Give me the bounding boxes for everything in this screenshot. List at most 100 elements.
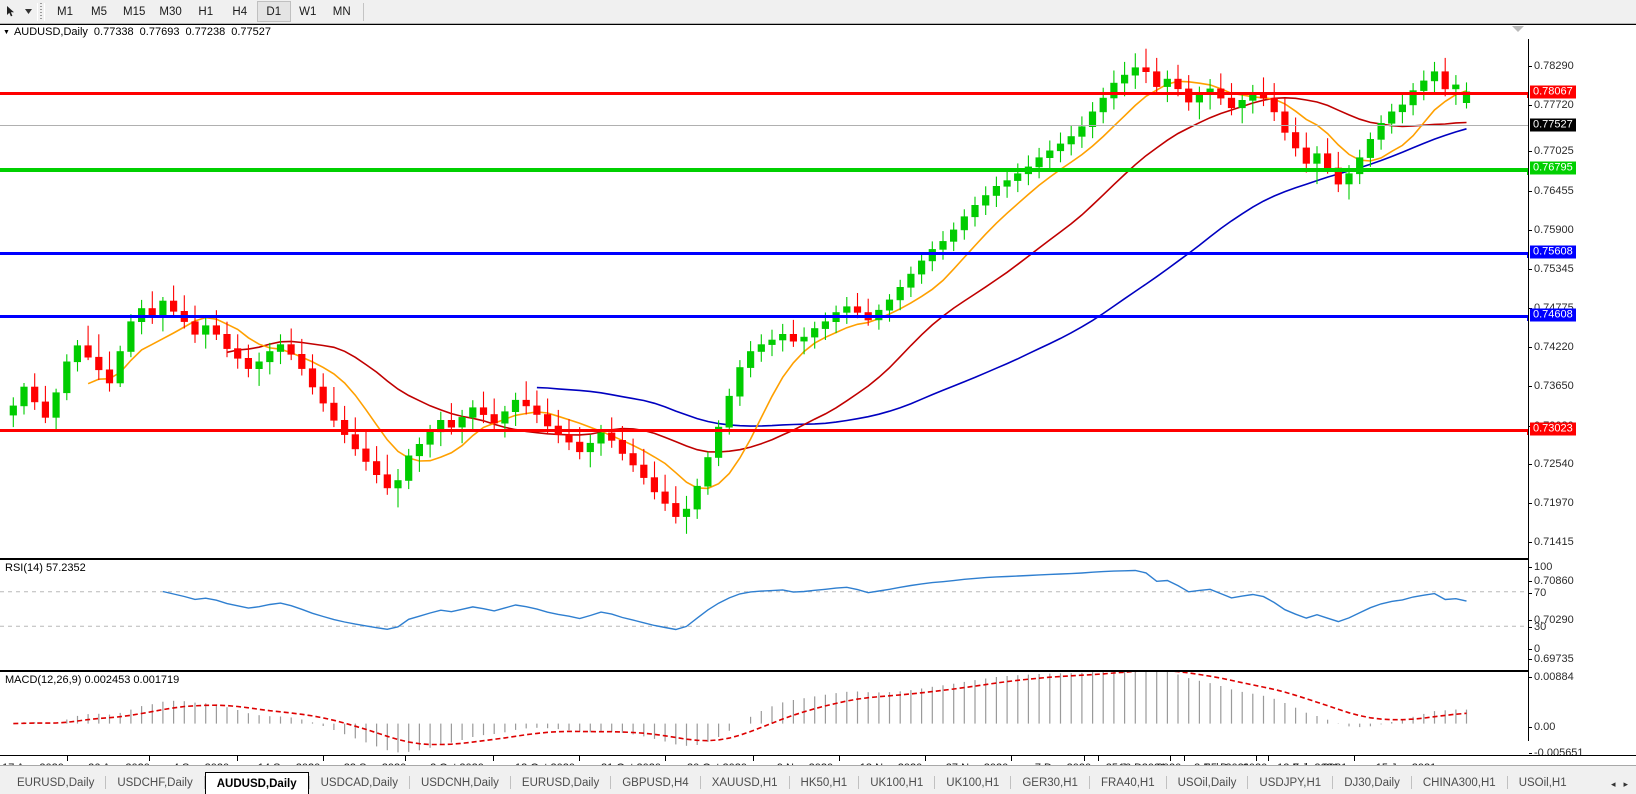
chart-tab-gbpusd-h4[interactable]: GBPUSD,H4 bbox=[622, 777, 689, 789]
tab-separator bbox=[1332, 776, 1334, 789]
timeframe-button-mn[interactable]: MN bbox=[332, 5, 351, 18]
drag-grip-icon[interactable] bbox=[37, 2, 45, 21]
chart-tab-hk50-h1[interactable]: HK50,H1 bbox=[800, 777, 848, 789]
time-axis-tick bbox=[67, 756, 68, 761]
time-axis-label: 30 Oct 2020 bbox=[687, 762, 747, 765]
timeframe-button-m1[interactable]: M1 bbox=[57, 5, 73, 18]
triangle-down-icon[interactable]: ▼ bbox=[3, 28, 10, 36]
chart-tab-usoil-h1[interactable]: USOil,H1 bbox=[1518, 777, 1567, 789]
price-tick-label: 0.77720 bbox=[1529, 99, 1574, 111]
price-tick-label: 0.70860 bbox=[1529, 575, 1574, 587]
time-axis-label: 16 Dec 2020 bbox=[1119, 762, 1181, 765]
support-level-red[interactable]: 0.73023 bbox=[1530, 422, 1576, 436]
timeframe-button-w1[interactable]: W1 bbox=[299, 5, 317, 18]
chart-tab-usoil-daily[interactable]: USOil,Daily bbox=[1177, 777, 1237, 789]
arrow-left-icon[interactable]: ◂ bbox=[1610, 779, 1616, 789]
tab-separator bbox=[1010, 776, 1012, 789]
time-scale[interactable]: 17 Aug 2020 26 Aug 2020 4 Sep 2020 14 Sep 2… bbox=[0, 755, 1636, 765]
price-tick-label: 0.75345 bbox=[1529, 263, 1574, 275]
tab-separator bbox=[788, 776, 790, 789]
arrow-right-icon[interactable]: ▸ bbox=[1623, 779, 1628, 789]
price-pane[interactable] bbox=[0, 39, 1528, 555]
time-axis-tick bbox=[1170, 756, 1171, 761]
time-axis-tick bbox=[1354, 756, 1355, 761]
current-price-badge[interactable]: 0.77527 bbox=[1530, 118, 1576, 132]
chart-tab-usdchf-daily[interactable]: USDCHF,Daily bbox=[117, 777, 193, 789]
timeframe-button-m30[interactable]: M30 bbox=[159, 5, 182, 18]
tab-separator bbox=[1088, 776, 1090, 789]
macd-indicator-label: MACD(12,26,9) 0.002453 0.001719 bbox=[4, 674, 181, 686]
timeframe-button-d1[interactable]: D1 bbox=[256, 1, 291, 22]
support-level-green[interactable]: 0.76795 bbox=[1530, 161, 1576, 175]
chart-tab-fra40-h1[interactable]: FRA40,H1 bbox=[1100, 777, 1155, 789]
price-tick-label: 0.77025 bbox=[1529, 145, 1574, 157]
time-axis-label: 9 Nov 2020 bbox=[777, 762, 833, 765]
tab-separator bbox=[610, 776, 612, 789]
price-tick-label: 0.70290 bbox=[1529, 614, 1574, 626]
support-line-red-lower[interactable] bbox=[0, 429, 1533, 435]
time-axis-label: 4 Sep 2020 bbox=[173, 762, 229, 765]
level-blue-upper[interactable]: 0.75608 bbox=[1530, 245, 1576, 259]
resistance-line-red-upper[interactable] bbox=[0, 92, 1533, 98]
chevron-down-icon[interactable] bbox=[22, 1, 35, 23]
rsi-scale-label: 0 bbox=[1529, 643, 1540, 655]
time-axis-tick bbox=[1268, 756, 1269, 761]
rsi-indicator-label: RSI(14) 57.2352 bbox=[4, 562, 87, 574]
scroll-to-end-icon[interactable] bbox=[1512, 26, 1524, 32]
tab-separator bbox=[1410, 776, 1412, 789]
time-axis-tick bbox=[1184, 756, 1185, 761]
macd-pane[interactable]: MACD(12,26,9) 0.002453 0.001719 bbox=[0, 671, 1528, 755]
time-axis-label: 15 Jan 2021 bbox=[1376, 762, 1437, 765]
time-axis-label: 3 Feb 2021 bbox=[1194, 762, 1250, 765]
candlestick-canvas bbox=[9, 48, 1471, 534]
time-axis-tick bbox=[839, 756, 840, 761]
level-line-blue-lower[interactable] bbox=[0, 315, 1533, 321]
timeframe-button-m5[interactable]: M5 bbox=[91, 5, 107, 18]
chart-tab-eurusd-daily[interactable]: EURUSD,Daily bbox=[521, 777, 600, 789]
level-line-blue-upper[interactable] bbox=[0, 252, 1533, 258]
level-blue-lower[interactable]: 0.74608 bbox=[1530, 308, 1576, 322]
arrow-cursor-icon[interactable] bbox=[0, 1, 22, 23]
top-toolbar: M1 M5 M15 M30 H1 H4 D1 W1 MN bbox=[0, 0, 1636, 24]
chart-tab-uk100-h1[interactable]: UK100,H1 bbox=[870, 777, 924, 789]
time-axis-tick bbox=[925, 756, 926, 761]
chart-tab-uk100-h1[interactable]: UK100,H1 bbox=[946, 777, 1000, 789]
tab-separator bbox=[1165, 776, 1167, 789]
rsi-pane[interactable]: RSI(14) 57.2352 bbox=[0, 559, 1528, 653]
timeframe-button-h1[interactable]: H1 bbox=[198, 5, 214, 18]
tab-separator bbox=[203, 776, 205, 789]
pane-divider-macd bbox=[0, 670, 1636, 671]
chart-quote-line: ▼ AUDUSD,Daily 0.77338 0.77693 0.77238 0… bbox=[0, 25, 277, 39]
price-scale[interactable]: 0.78290 0.77720 0.77025 0.76455 0.75900 0.753… bbox=[1528, 39, 1636, 759]
chart-tab-bar[interactable]: EURUSD,Daily USDCHF,Daily AUDUSD,Daily USDC… bbox=[0, 765, 1636, 794]
price-tick-label: 0.71970 bbox=[1529, 497, 1574, 509]
chart-tab-ger30-h1[interactable]: GER30,H1 bbox=[1022, 777, 1078, 789]
timeframe-button-h4[interactable]: H4 bbox=[232, 5, 248, 18]
current-price-line[interactable] bbox=[0, 125, 1532, 126]
chart-tab-dj30-daily[interactable]: DJ30,Daily bbox=[1344, 777, 1400, 789]
chart-tab-usdjpy-h1[interactable]: USDJPY,H1 bbox=[1259, 777, 1322, 789]
chart-tab-usdcnh-daily[interactable]: USDCNH,Daily bbox=[420, 777, 499, 789]
time-axis-tick bbox=[237, 756, 238, 761]
pane-divider-rsi bbox=[0, 558, 1636, 559]
timeframe-button-m15[interactable]: M15 bbox=[123, 5, 146, 18]
chart-tab-xauusd-h1[interactable]: XAUUSD,H1 bbox=[711, 777, 778, 789]
tab-separator bbox=[408, 776, 410, 789]
time-axis-tick bbox=[665, 756, 666, 761]
time-axis-tick bbox=[1011, 756, 1012, 761]
time-axis-tick bbox=[323, 756, 324, 761]
time-axis-label: 2 Oct 2020 bbox=[430, 762, 484, 765]
support-line-green[interactable] bbox=[0, 168, 1533, 175]
resistance-level-upper[interactable]: 0.78067 bbox=[1530, 85, 1576, 99]
chart-tab-audusd-daily[interactable]: AUDUSD,Daily bbox=[204, 772, 309, 794]
price-tick-label: 0.78290 bbox=[1529, 60, 1574, 72]
time-axis-label: 26 Aug 2020 bbox=[88, 762, 150, 765]
chart-tab-china300-h1[interactable]: CHINA300,H1 bbox=[1422, 777, 1496, 789]
time-axis-label: 12 Feb 2021 bbox=[1277, 762, 1339, 765]
chart-tab-usdcad-daily[interactable]: USDCAD,Daily bbox=[320, 777, 398, 789]
macd-scale-label: 0.00884 bbox=[1529, 671, 1574, 683]
ohlc-open: 0.77338 bbox=[93, 26, 134, 38]
tab-separator bbox=[1247, 776, 1249, 789]
chart-tab-eurusd-daily[interactable]: EURUSD,Daily bbox=[17, 777, 95, 789]
chart-window[interactable]: ▼ AUDUSD,Daily 0.77338 0.77693 0.77238 0… bbox=[0, 24, 1636, 765]
